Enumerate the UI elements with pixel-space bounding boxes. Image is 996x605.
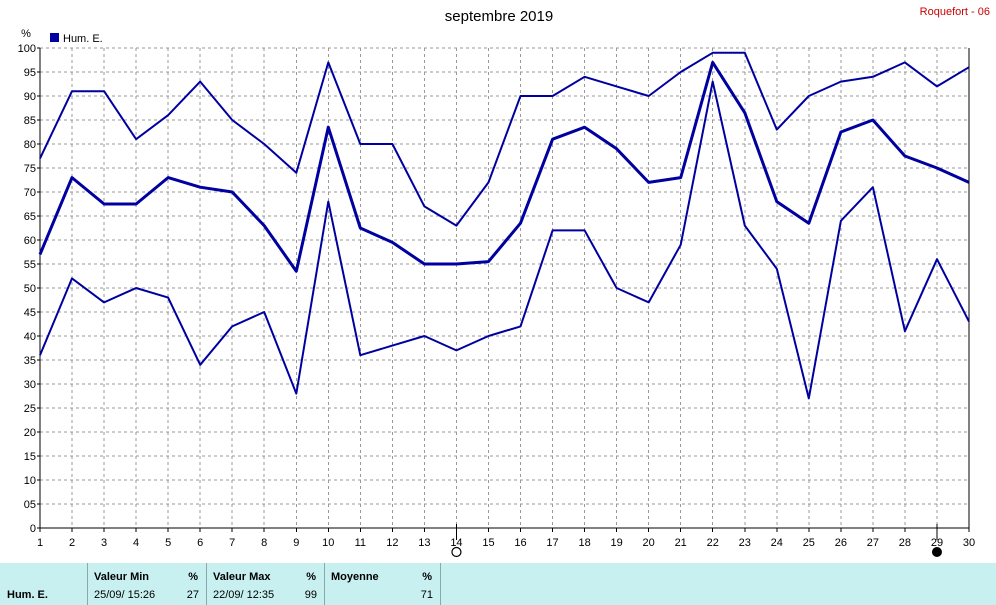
x-tick-label: 21: [675, 537, 687, 549]
x-tick-label: 17: [546, 537, 558, 549]
series-line-max: [39, 51, 970, 227]
x-tick-label: 11: [355, 537, 366, 549]
full-moon-marker: [931, 547, 942, 557]
x-tick-label: 26: [835, 537, 847, 549]
avg-header: Moyenne: [331, 571, 379, 583]
y-tick-label: 55: [24, 259, 36, 271]
y-tick-label: 60: [24, 235, 36, 247]
x-tick-label: 20: [643, 537, 655, 549]
max-header: Valeur Max: [213, 571, 271, 583]
y-tick-label: 10: [24, 475, 36, 487]
x-tick-label: 1: [37, 537, 43, 549]
stats-avg-cell: Moyenne % 71: [324, 563, 441, 605]
x-tick-label: 28: [899, 537, 911, 549]
x-tick-label: 16: [514, 537, 526, 549]
x-tick-label: 6: [197, 537, 203, 549]
y-tick-label: 25: [24, 403, 36, 415]
series-lines: [38, 51, 970, 400]
y-tick-label: 100: [18, 43, 36, 55]
x-tick-label: 2: [69, 537, 75, 549]
x-tick-label: 18: [578, 537, 590, 549]
x-tick-label: 15: [482, 537, 494, 549]
stats-panel: Hum. E. Valeur Min % 25/09/ 15:26 27 Val…: [0, 563, 996, 605]
min-value: 27: [186, 589, 199, 601]
x-tick-label: 7: [229, 537, 235, 549]
y-tick-labels: 0 05 10 15 20 25 30 35 40 45 50 55 60 65 70 75 80 85 90 95 1…: [18, 43, 40, 535]
x-tick-label: 19: [610, 537, 622, 549]
max-unit: %: [306, 571, 316, 583]
stats-min-cell: Valeur Min % 25/09/ 15:26 27: [87, 563, 206, 605]
day-markers: [451, 524, 942, 558]
y-tick-label: 0: [30, 523, 36, 535]
avg-unit: %: [422, 571, 432, 583]
y-tick-label: 45: [24, 307, 36, 319]
x-tick-label: 25: [803, 537, 815, 549]
y-tick-label: 65: [24, 211, 36, 223]
station-label: Roquefort - 06: [920, 6, 990, 18]
y-tick-label: 90: [24, 91, 36, 103]
x-tick-label: 23: [739, 537, 751, 549]
x-tick-labels: 1 2 3 4 5 6 7 8 9 10 11 12 13 14 15 16 17 18 19 20 21 22 23 24 2…: [37, 528, 975, 549]
x-tick-label: 10: [322, 537, 334, 549]
x-tick-label: 12: [386, 537, 398, 549]
x-tick-label: 5: [165, 537, 171, 549]
y-axis-unit: %: [21, 28, 31, 40]
x-tick-label: 13: [418, 537, 430, 549]
max-value: 99: [304, 589, 317, 601]
grid-lines: [39, 47, 970, 529]
stats-row-label: Hum. E.: [7, 589, 48, 601]
max-time: 22/09/ 12:35: [213, 589, 275, 601]
stats-max-cell: Valeur Max % 22/09/ 12:35 99: [206, 563, 324, 605]
humidity-chart: septembre 2019 Roquefort - 06 % Hum. E. …: [18, 6, 990, 558]
stats-row-label-cell: Hum. E.: [0, 563, 87, 605]
x-tick-label: 30: [963, 537, 975, 549]
y-tick-label: 40: [24, 331, 36, 343]
x-tick-label: 14: [450, 537, 462, 549]
x-tick-label: 24: [771, 537, 783, 549]
x-tick-label: 9: [293, 537, 299, 549]
series-line-min: [39, 80, 970, 400]
legend-label: Hum. E.: [63, 33, 103, 45]
y-tick-label: 30: [24, 379, 36, 391]
avg-value: 71: [420, 589, 433, 601]
y-tick-label: 85: [24, 115, 36, 127]
x-tick-label: 29: [931, 537, 943, 549]
x-tick-label: 3: [101, 537, 107, 549]
new-moon-marker: [451, 546, 462, 558]
y-tick-label: 15: [24, 451, 36, 463]
series-line-mean: [38, 60, 970, 273]
y-tick-label: 05: [24, 499, 36, 511]
y-tick-label: 75: [24, 163, 36, 175]
y-tick-label: 35: [24, 355, 36, 367]
y-tick-label: 20: [24, 427, 36, 439]
y-tick-label: 80: [24, 139, 36, 151]
y-tick-label: 50: [24, 283, 36, 295]
y-tick-label: 70: [24, 187, 36, 199]
min-unit: %: [188, 571, 198, 583]
x-tick-label: 8: [261, 537, 267, 549]
min-time: 25/09/ 15:26: [94, 589, 156, 601]
legend-swatch: [50, 33, 59, 42]
x-tick-label: 27: [867, 537, 879, 549]
x-tick-label: 22: [707, 537, 719, 549]
x-tick-label: 4: [133, 537, 139, 549]
min-header: Valeur Min: [94, 571, 150, 583]
y-tick-label: 95: [24, 67, 36, 79]
chart-title: septembre 2019: [445, 8, 553, 25]
